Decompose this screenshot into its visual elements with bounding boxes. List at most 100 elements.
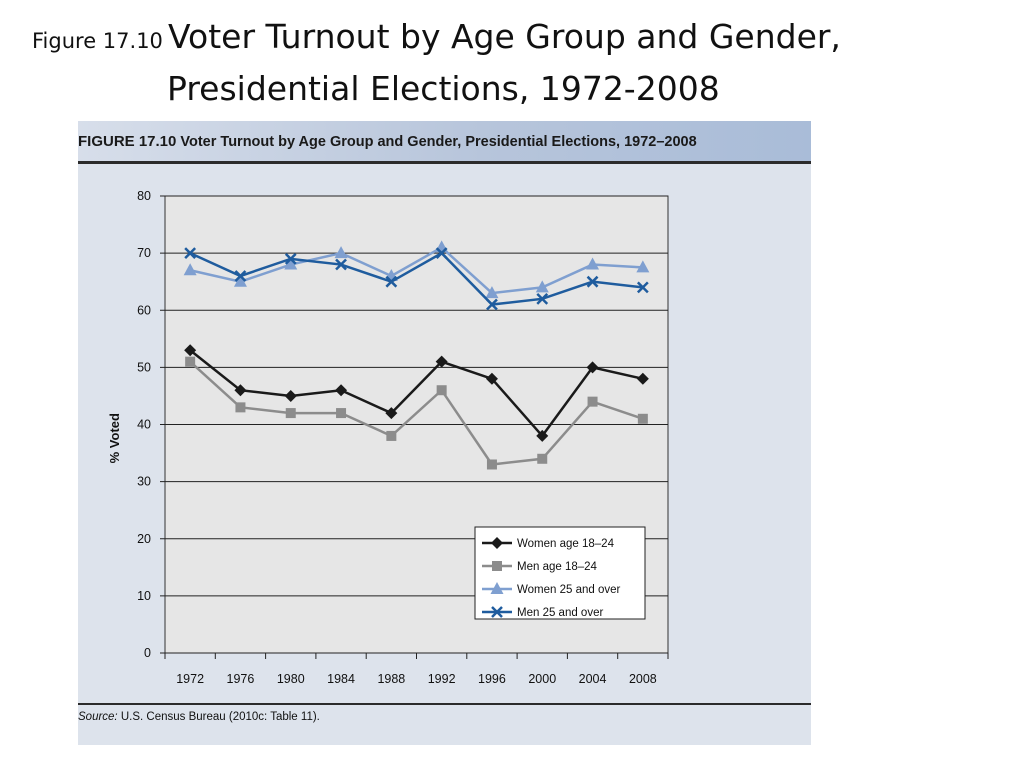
x-tick-label: 1988 [377, 672, 405, 686]
x-marker-stroke [284, 252, 297, 265]
x-tick-label: 1984 [327, 672, 355, 686]
diamond-marker [385, 407, 398, 420]
triangle-marker [183, 263, 197, 276]
x-tick-label: 1972 [176, 672, 204, 686]
x-tick-label: 2000 [528, 672, 556, 686]
x-tick-label: 1976 [227, 672, 255, 686]
x-tick-label: 1996 [478, 672, 506, 686]
triangle-marker [485, 286, 499, 299]
slide-title-prefix: Figure 17.10 [32, 29, 163, 53]
y-tick-label: 60 [137, 303, 151, 317]
slide-title-main: Voter Turnout by Age Group and Gender, [168, 17, 841, 56]
x-marker [284, 252, 297, 265]
x-marker [184, 247, 197, 260]
bottom-rule [78, 703, 811, 705]
square-marker [235, 402, 246, 413]
square-marker [185, 356, 196, 367]
diamond-marker [485, 372, 498, 385]
x-marker [435, 247, 448, 260]
x-marker-stroke [586, 275, 599, 288]
series-3 [184, 247, 649, 311]
x-marker-stroke [486, 298, 498, 311]
square-marker [386, 430, 397, 441]
y-axis-label: % Voted [107, 413, 122, 463]
diamond-marker [586, 361, 599, 374]
x-marker [491, 606, 503, 618]
x-marker [636, 281, 649, 294]
series-line [189, 251, 643, 306]
source-line: Source: U.S. Census Bureau (2010c: Table… [78, 711, 320, 723]
diamond-marker [491, 537, 503, 549]
figure-header-text: FIGURE 17.10 Voter Turnout by Age Group … [78, 133, 697, 150]
square-marker [436, 385, 447, 396]
x-marker-stroke [234, 270, 247, 282]
legend-label: Men age 18–24 [517, 561, 598, 573]
y-tick-label: 30 [137, 475, 151, 489]
square-marker [285, 408, 296, 419]
slide-title: Figure 17.10 Voter Turnout by Age Group … [32, 14, 992, 112]
y-tick-label: 10 [137, 589, 151, 603]
triangle-marker [586, 257, 600, 270]
series-2 [183, 240, 650, 299]
x-marker-stroke [491, 606, 503, 618]
diamond-marker [234, 384, 247, 397]
x-marker-stroke [536, 292, 549, 305]
figure-header-label: FIGURE 17.10 [78, 133, 177, 150]
square-marker [336, 408, 347, 419]
diamond-marker [284, 389, 297, 402]
y-tick-label: 0 [144, 646, 151, 660]
x-marker-stroke [385, 275, 398, 288]
diamond-marker [435, 355, 448, 368]
legend: Women age 18–24 Men age 18–24 Women 25 and… [474, 526, 646, 620]
legend-label: Men 25 and over [517, 607, 603, 619]
triangle-marker [284, 257, 298, 270]
header-rule [78, 161, 811, 164]
figure-header: FIGURE 17.10 Voter Turnout by Age Group … [78, 121, 811, 161]
slide-title-line2: Presidential Elections, 1972-2008 [167, 69, 720, 108]
x-marker [385, 275, 398, 288]
x-marker-stroke [636, 281, 649, 294]
legend-label: Women age 18–24 [517, 538, 615, 550]
square-marker [637, 413, 648, 424]
source-label: Source: [78, 711, 118, 723]
y-tick-label: 70 [137, 246, 151, 260]
x-marker [486, 298, 498, 311]
x-tick-label: 2004 [579, 672, 607, 686]
x-tick-label: 1992 [428, 672, 456, 686]
diamond-marker [335, 384, 348, 397]
square-marker [587, 396, 598, 407]
x-marker [586, 275, 599, 288]
x-marker [234, 270, 247, 282]
y-tick-label: 50 [137, 360, 151, 374]
y-tick-label: 20 [137, 532, 151, 546]
line-chart: 0 10 20 30 40 50 60 70 80 1972 1976 1980 1984 1988 199… [107, 189, 669, 686]
series-line [189, 245, 643, 295]
series-1 [185, 356, 648, 470]
diamond-marker [184, 344, 197, 357]
legend-item: Women age 18–24 [482, 537, 615, 550]
x-marker-stroke [435, 247, 448, 260]
square-marker [486, 459, 497, 470]
legend-item: Women 25 and over [482, 582, 621, 596]
figure-panel: FIGURE 17.10 Voter Turnout by Age Group … [78, 121, 811, 745]
legend-item: Men 25 and over [482, 606, 603, 619]
x-marker [536, 292, 549, 305]
square-marker [537, 453, 548, 464]
diamond-marker [636, 372, 649, 385]
triangle-marker [535, 280, 549, 293]
x-marker-stroke [184, 247, 197, 260]
triangle-marker [334, 246, 348, 259]
y-tick-label: 80 [137, 189, 151, 203]
x-marker-stroke [335, 258, 347, 271]
x-tick-label: 1980 [277, 672, 305, 686]
triangle-marker [490, 582, 504, 594]
series-line [189, 360, 644, 466]
series-0 [184, 344, 649, 442]
triangle-marker [233, 274, 247, 287]
x-tick-label: 2008 [629, 672, 657, 686]
square-marker [492, 561, 502, 571]
figure-header-title: Voter Turnout by Age Group and Gender, P… [180, 134, 697, 150]
y-tick-label: 40 [137, 418, 151, 432]
source-text: U.S. Census Bureau (2010c: Table 11). [120, 711, 320, 723]
diamond-marker [536, 429, 549, 442]
